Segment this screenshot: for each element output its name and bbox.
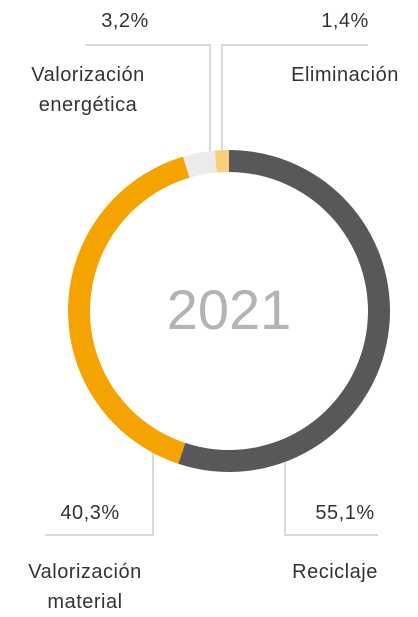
center-label: 2021 — [167, 278, 292, 341]
donut-slice — [68, 156, 190, 464]
category-label: Eliminación — [291, 64, 399, 86]
category-label: Valorización energética — [31, 64, 145, 116]
leader-line — [221, 44, 368, 152]
donut-slice — [214, 150, 229, 173]
leader-line — [45, 430, 154, 536]
value-label: 55,1% — [315, 502, 375, 524]
value-label: 40,3% — [60, 502, 120, 524]
category-label: Reciclaje — [292, 561, 378, 583]
value-label: 3,2% — [101, 10, 149, 32]
category-label: Valorización material — [28, 561, 142, 613]
leader-line — [85, 44, 211, 152]
value-label: 1,4% — [321, 10, 369, 32]
donut-slice — [183, 150, 217, 178]
leader-line — [284, 448, 378, 536]
leader-lines — [45, 44, 378, 536]
